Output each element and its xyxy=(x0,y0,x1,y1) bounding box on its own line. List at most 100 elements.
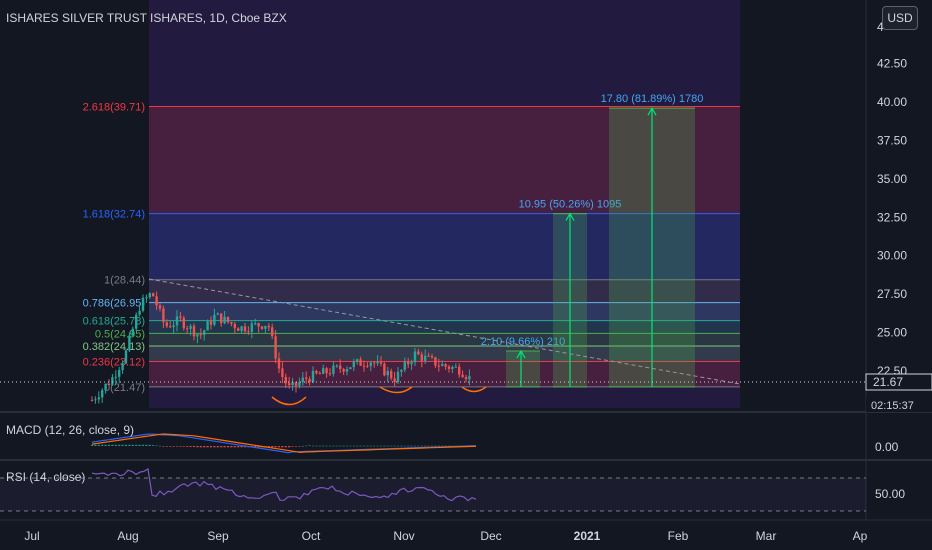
time-tick: Ap xyxy=(853,529,868,543)
macd-histogram-bar xyxy=(175,446,179,447)
candle-body xyxy=(250,323,253,332)
candle-body xyxy=(165,322,168,327)
macd-histogram-bar xyxy=(325,445,328,447)
candle-body xyxy=(400,369,403,372)
candlestick-series xyxy=(90,291,471,404)
fib-zone xyxy=(149,213,740,280)
candle-body xyxy=(237,328,240,331)
pattern-arc-3 xyxy=(461,386,487,393)
macd-histogram-bar xyxy=(396,445,400,447)
macd-histogram-bar xyxy=(308,445,311,446)
macd-histogram-bar xyxy=(104,444,107,446)
candle-body xyxy=(328,373,332,375)
time-axis[interactable]: Jul Aug Sep Oct Nov Dec 2021 Feb Mar Ap xyxy=(24,529,867,543)
macd-histogram-bar xyxy=(165,446,168,447)
candle-body xyxy=(121,363,124,370)
candle-body xyxy=(260,326,264,329)
macd-histogram-bar xyxy=(97,444,100,446)
candle-body xyxy=(145,297,148,299)
projection-tools[interactable]: 2.10 (9.66%) 210 10.95 (50.26%) 1095 17.80… xyxy=(481,93,704,388)
fib-label: 0.236(23.12) xyxy=(83,356,145,368)
candle-body xyxy=(107,383,111,385)
macd-histogram-bar xyxy=(441,445,444,447)
candle-body xyxy=(390,370,393,379)
macd-histogram-bar xyxy=(379,445,383,447)
candle-body xyxy=(376,361,379,364)
macd-histogram-bar xyxy=(124,444,128,446)
macd-histogram-bar xyxy=(424,445,427,447)
price-tick: 27.50 xyxy=(877,287,907,301)
macd-histogram-bar xyxy=(291,446,294,447)
macd-histogram-bar xyxy=(107,444,111,446)
candle-body xyxy=(403,361,406,370)
fib-label: 0.382(24.13) xyxy=(83,341,145,353)
macd-pane[interactable] xyxy=(90,433,477,454)
macd-histogram-bar xyxy=(430,445,434,447)
candle-body xyxy=(101,390,104,398)
countdown-value: 02:15:37 xyxy=(871,400,914,412)
candle-body xyxy=(175,316,179,326)
time-tick: Oct xyxy=(302,529,321,543)
candle-body xyxy=(396,371,400,383)
candle-body xyxy=(162,308,165,323)
fib-label: 1(28.44) xyxy=(104,275,145,287)
macd-histogram-bar xyxy=(298,446,301,447)
price-tick: 35.00 xyxy=(877,172,907,186)
macd-histogram-bar xyxy=(383,445,386,447)
macd-histogram-bar xyxy=(434,445,437,447)
candle-body xyxy=(111,377,114,385)
candle-body xyxy=(114,376,117,378)
projection-label: 10.95 (50.26%) 1095 xyxy=(519,199,622,211)
candle-body xyxy=(124,350,128,364)
fib-label: 0.5(24.95) xyxy=(95,328,145,340)
candle-body xyxy=(213,314,216,325)
candle-body xyxy=(189,325,192,329)
macd-histogram-bar xyxy=(376,445,379,447)
candle-body xyxy=(104,383,107,391)
macd-histogram-bar xyxy=(182,446,185,447)
macd-histogram-bar xyxy=(444,445,447,447)
candle-body xyxy=(233,323,236,329)
fib-retracement[interactable]: 2.618(39.71) 1.618(32.74) 1(28.44) 0.786(26… xyxy=(83,101,740,394)
candle-body xyxy=(413,351,417,363)
fib-zone xyxy=(149,106,740,214)
macd-histogram-bar xyxy=(230,446,233,448)
candle-body xyxy=(437,365,440,367)
candle-body xyxy=(444,364,447,367)
fib-zone xyxy=(149,279,740,303)
macd-label: MACD (12, 26, close, 9) xyxy=(6,423,134,437)
macd-histogram-bar xyxy=(128,444,131,446)
candle-body xyxy=(192,325,196,337)
candle-body xyxy=(94,399,97,401)
candle-body xyxy=(311,370,315,383)
macd-histogram-bar xyxy=(111,444,114,446)
price-axis[interactable]: 42.50 40.00 37.50 35.00 32.50 30.00 27.50 25.00… xyxy=(877,57,907,378)
candle-body xyxy=(305,377,308,379)
macd-histogram-bar xyxy=(155,445,158,447)
currency-button[interactable]: USD xyxy=(882,6,918,30)
candle-body xyxy=(441,364,444,366)
price-tick: 30.00 xyxy=(877,249,907,263)
countdown-tag xyxy=(866,398,932,412)
price-tick: 40.00 xyxy=(877,95,907,109)
macd-histogram-bar xyxy=(403,445,406,447)
macd-histogram-bar xyxy=(274,446,277,448)
macd-histogram-bar xyxy=(135,444,138,446)
candle-body xyxy=(349,367,352,369)
price-tick: 32.50 xyxy=(877,210,907,224)
trend-line[interactable] xyxy=(148,278,741,385)
candle-body xyxy=(461,374,464,378)
fib-zone xyxy=(149,320,740,334)
candle-body xyxy=(206,321,209,331)
macd-histogram-bar xyxy=(237,446,240,448)
macd-histogram-bar xyxy=(189,446,192,447)
candle-body xyxy=(226,316,230,323)
macd-histogram-bar xyxy=(172,446,175,447)
macd-histogram-bar xyxy=(311,445,315,447)
candle-body xyxy=(182,317,185,329)
rsi-pane[interactable] xyxy=(91,468,477,502)
macd-histogram-bar xyxy=(318,445,321,447)
macd-histogram-bar xyxy=(410,445,413,447)
candle-body xyxy=(339,365,342,369)
